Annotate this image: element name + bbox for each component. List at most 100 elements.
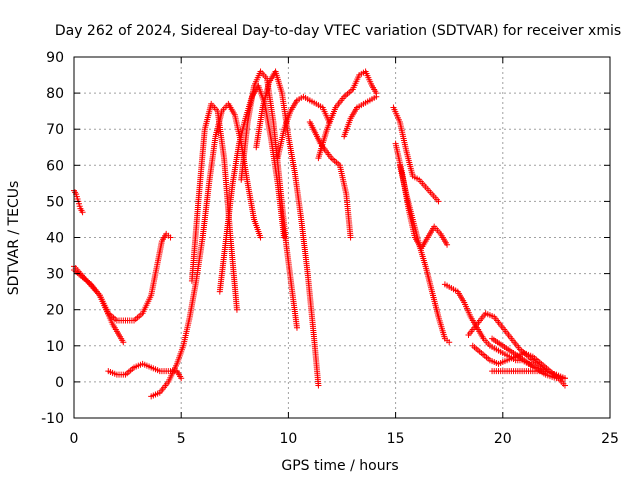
data-point [452,287,459,294]
data-point [414,175,421,182]
data-point [371,94,378,101]
y-tick-label: 80 [46,86,64,102]
data-point [259,106,266,113]
data-point [285,131,292,138]
data-point [229,182,236,189]
data-point [111,370,118,377]
data-point [129,365,136,372]
data-point [289,290,296,297]
data-point [368,80,375,87]
data-point [95,290,102,297]
data-point [527,352,534,359]
data-point [348,87,355,94]
data-point [244,120,251,127]
data-point [409,214,416,221]
data-point [128,317,135,324]
data-point [179,344,186,351]
data-point [280,128,287,135]
data-point [163,380,170,387]
series-arc-14 [390,104,442,205]
data-point [358,102,365,109]
data-point [311,99,318,106]
data-point [154,390,161,397]
series-arc-16 [396,162,453,346]
data-point [317,103,324,110]
data-point [446,283,453,290]
data-point [262,73,269,80]
data-points [71,68,568,400]
data-point [146,363,153,370]
data-point [235,142,242,149]
data-point [428,286,435,293]
data-point [508,348,515,355]
data-point [466,311,473,318]
y-tick-label: -10 [41,411,64,427]
y-tick-label: 70 [46,122,64,138]
data-point [165,232,172,239]
data-point [372,88,379,95]
data-point [441,333,448,340]
data-point [192,279,199,286]
series-arc-15 [392,140,451,252]
grid [74,57,610,418]
y-tick-label: 60 [46,158,64,174]
data-point [316,138,323,145]
data-point [230,109,237,116]
axis-ticks: 0 5 10 15 20 25 -10 0 10 20 30 40 50 60 70 80 90 [41,50,619,447]
data-point [186,315,193,322]
data-point [339,95,346,102]
data-point [434,311,441,318]
y-tick-label: 90 [46,50,64,66]
series-arc-10 [274,93,333,162]
data-point [472,322,479,329]
data-point [233,304,240,311]
data-point [250,84,257,91]
data-point [244,178,251,185]
data-point [172,362,179,369]
data-point [212,135,219,142]
x-tick-label: 20 [494,431,512,447]
data-point [433,196,440,203]
data-point [559,374,566,381]
y-tick-label: 0 [55,375,64,391]
data-point [409,171,416,178]
data-point [360,69,367,76]
data-point [476,348,483,355]
data-point [158,240,165,247]
data-point [479,333,486,340]
data-point [292,99,299,106]
data-point [256,232,263,239]
data-point [78,207,85,214]
data-point [395,116,402,123]
series-arc-9 [253,68,322,389]
data-point [205,182,212,189]
data-point [536,359,543,366]
data-point [86,279,93,286]
x-tick-label: 10 [279,431,297,447]
data-point [119,337,126,344]
data-point [497,348,504,355]
series-arc-11 [306,118,354,241]
y-tick-label: 10 [46,339,64,355]
series-arc-13 [341,93,380,140]
data-point [108,319,115,326]
data-point [137,311,144,318]
data-point [489,313,496,320]
data-point [460,297,467,304]
data-point [297,214,304,221]
data-point [415,239,422,246]
y-axis-label: SDTVAR / TECUs [6,181,22,296]
data-point [154,367,161,374]
data-point [560,380,567,387]
data-point [422,261,429,268]
data-point [270,116,277,123]
data-point [491,345,498,352]
data-point [540,368,547,375]
data-point [515,344,522,351]
data-point [293,322,300,329]
data-point [72,189,79,196]
data-point [423,236,430,243]
data-point [442,239,449,246]
data-point [286,110,293,117]
x-tick-label: 0 [70,431,79,447]
